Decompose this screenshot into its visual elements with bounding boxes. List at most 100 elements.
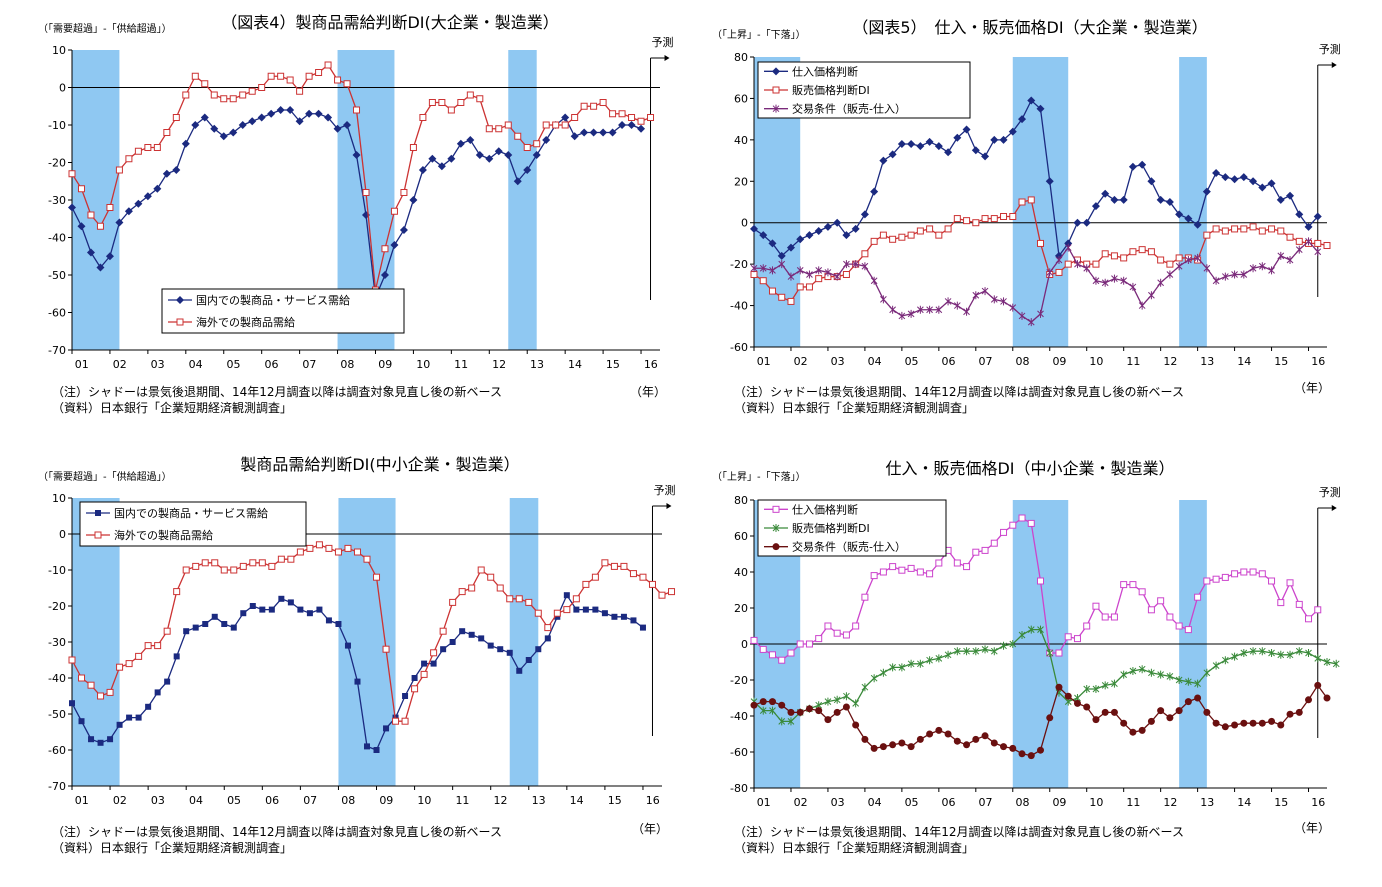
x-tick-label: 06 — [942, 796, 956, 809]
x-tick-label: 10 — [1089, 355, 1103, 368]
data-point — [796, 235, 805, 244]
data-point — [889, 663, 896, 672]
data-point — [162, 169, 171, 178]
data-point — [126, 714, 133, 721]
data-point — [1111, 274, 1118, 283]
x-tick-label: 09 — [379, 794, 393, 807]
x-tick-label: 15 — [608, 794, 622, 807]
data-point — [1175, 254, 1183, 262]
data-point — [428, 154, 437, 163]
x-tick-label: 11 — [1126, 355, 1140, 368]
data-point — [86, 248, 95, 257]
data-point — [107, 736, 114, 743]
data-point — [769, 266, 776, 275]
data-point — [1055, 268, 1063, 276]
data-point — [972, 647, 980, 656]
data-point — [805, 283, 813, 291]
data-point — [495, 125, 503, 133]
data-point — [1037, 746, 1044, 754]
data-point — [778, 717, 786, 726]
data-point — [544, 624, 552, 632]
data-point — [1239, 173, 1248, 182]
data-point — [296, 548, 304, 556]
recession-shade — [1179, 57, 1207, 347]
data-point — [926, 730, 934, 738]
legend-marker — [176, 318, 184, 326]
y-tick-label: -10 — [48, 564, 66, 577]
data-point — [1157, 278, 1164, 287]
data-point — [1175, 676, 1183, 684]
data-point — [815, 266, 823, 275]
data-point — [466, 136, 475, 144]
x-tick-label: 12 — [1163, 355, 1177, 368]
data-point — [1045, 177, 1054, 186]
y-tick-label: 0 — [59, 82, 66, 95]
data-point — [907, 140, 916, 148]
chart-panel-large-prices: 80 60 40 20 0 -20 -40 -60 01 02 03 04 05 06 07 08 09 10 11… — [690, 0, 1382, 444]
data-point — [277, 555, 285, 563]
data-point — [1027, 96, 1036, 105]
data-point — [230, 566, 238, 574]
data-point — [1000, 528, 1008, 536]
data-point — [447, 154, 456, 163]
data-point — [1295, 237, 1303, 245]
legend-marker — [772, 67, 780, 76]
data-point — [172, 114, 180, 121]
data-point — [953, 559, 961, 567]
data-point — [1000, 743, 1008, 751]
data-point — [1129, 282, 1137, 291]
data-point — [447, 106, 455, 114]
data-point — [1148, 668, 1155, 677]
data-point — [456, 139, 465, 148]
data-point — [944, 730, 952, 738]
data-point — [116, 663, 124, 671]
y-tick-label: -70 — [48, 780, 66, 793]
data-point — [134, 199, 143, 208]
data-point — [220, 95, 228, 103]
data-point — [210, 91, 218, 99]
data-point — [409, 144, 417, 151]
x-tick-label: 01 — [75, 358, 89, 371]
data-point — [135, 652, 143, 660]
data-point — [1249, 568, 1257, 576]
data-point — [1101, 613, 1109, 621]
chart-panel-small-prices: 80 60 40 20 0 -20 -40 -60 -80 01 02 03 04 05 06 07 08 09 1… — [690, 440, 1382, 887]
data-point — [401, 717, 409, 725]
data-point — [1203, 231, 1211, 239]
data-point — [1194, 593, 1202, 601]
legend-label: 国内での製商品・サービス需給 — [114, 506, 268, 520]
data-point — [268, 562, 276, 570]
data-point — [778, 293, 786, 301]
data-point — [458, 588, 466, 596]
forecast-arrow-head — [664, 55, 670, 61]
data-point — [647, 114, 655, 121]
x-tick-label: 08 — [1015, 355, 1029, 368]
note-text: （注）シャドーは景気後退期間、14年12月調査以降は調査対象見直し後の新ベース — [734, 384, 1184, 399]
data-point — [343, 121, 352, 129]
data-point — [1231, 570, 1239, 578]
data-point — [637, 124, 646, 133]
data-point — [116, 721, 123, 728]
data-point — [525, 598, 533, 606]
data-point — [381, 245, 389, 253]
data-point — [935, 559, 943, 567]
legend-box — [757, 61, 971, 119]
y-tick-label: 0 — [59, 528, 66, 541]
data-point — [1314, 239, 1322, 247]
data-point — [68, 656, 76, 664]
data-point — [843, 260, 850, 269]
chart-title: （図表4）製商品需給判断DI(大企業・製造業） — [221, 13, 558, 32]
data-point — [953, 301, 961, 310]
data-point — [1018, 631, 1026, 639]
data-point — [907, 564, 915, 572]
y-axis-label: （「需要超過」-「供給超過」） — [38, 470, 172, 483]
data-point — [1101, 189, 1110, 198]
forecast-label: 予測 — [1319, 42, 1341, 56]
x-tick-label: 06 — [942, 355, 956, 368]
data-point — [833, 629, 841, 637]
data-point — [563, 592, 570, 599]
data-point — [144, 642, 152, 650]
data-point — [590, 102, 598, 110]
data-point — [1277, 251, 1285, 260]
data-point — [1221, 656, 1229, 665]
